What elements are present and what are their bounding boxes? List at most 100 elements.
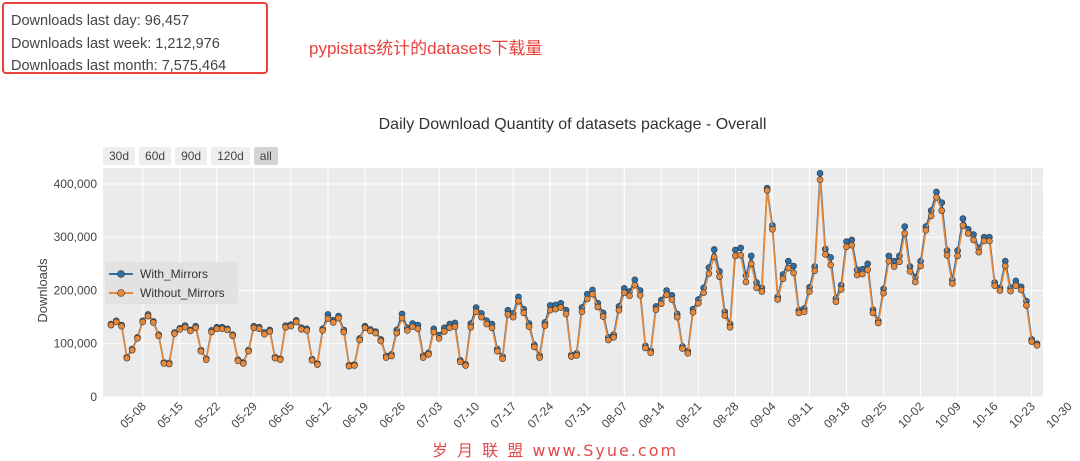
data-point-without_mirrors [747,260,755,268]
data-point-without_mirrors [848,241,856,249]
data-point-without_mirrors [568,353,575,360]
data-point-without_mirrors [658,300,665,308]
data-point-without_mirrors [710,253,718,261]
data-point-without_mirrors [277,356,284,364]
data-point-without_mirrors [938,207,946,214]
data-point-without_mirrors [472,308,480,316]
x-tick-label: 07-17 [488,399,520,431]
data-point-without_mirrors [319,327,326,334]
data-point-without_mirrors [620,289,628,296]
data-point-without_mirrors [853,271,861,279]
x-tick-label: 10-09 [932,399,964,431]
x-tick-label: 09-25 [858,399,890,431]
data-point-without_mirrors [901,230,909,237]
data-point-without_mirrors [1017,286,1025,294]
data-point-with_mirrors [747,252,755,260]
data-point-without_mirrors [303,327,311,334]
data-point-without_mirrors [425,351,432,358]
data-point-without_mirrors [462,362,469,369]
data-point-without_mirrors [324,315,332,323]
data-point-without_mirrors [144,312,152,320]
data-point-without_mirrors [234,357,242,365]
range-90d-button[interactable]: 90d [175,147,208,165]
data-point-without_mirrors [377,337,385,345]
range-all-button[interactable]: all [253,147,278,165]
chart-title: Daily Download Quantity of datasets pack… [378,116,767,133]
data-point-without_mirrors [758,288,766,295]
data-point-without_mirrors [615,306,623,314]
data-point-without_mirrors [790,269,797,277]
data-point-without_mirrors [1007,287,1014,295]
data-point-without_mirrors [573,352,580,359]
data-point-without_mirrors [134,335,141,342]
data-point-without_mirrors [832,298,840,305]
y-tick-label: 100,000 [54,337,98,351]
data-point-without_mirrors [467,323,475,331]
data-point-without_mirrors [292,318,300,326]
x-tick-label: 09-04 [747,399,779,431]
x-tick-label: 10-16 [969,399,1001,431]
data-point-without_mirrors [509,313,517,321]
legend-label: Without_Mirrors [140,286,225,300]
data-point-with_mirrors [901,223,909,230]
data-point-without_mirrors [335,314,342,322]
x-tick-label: 10-23 [1006,399,1038,431]
data-point-without_mirrors [806,288,813,295]
data-point-without_mirrors [647,349,655,357]
x-tick-label: 06-26 [377,399,409,431]
data-point-without_mirrors [541,322,549,329]
data-point-without_mirrors [589,290,596,298]
range-60d-button[interactable]: 60d [139,147,172,165]
data-point-without_mirrors [991,282,998,289]
range-120d-button[interactable]: 120d [211,147,250,165]
data-point-without_mirrors [261,330,268,338]
data-point-without_mirrors [493,347,501,355]
data-point-without_mirrors [684,350,692,357]
data-point-without_mirrors [737,252,744,259]
data-point-without_mirrors [112,318,120,326]
y-tick-label: 400,000 [54,177,98,191]
data-point-without_mirrors [128,346,136,354]
data-point-without_mirrors [626,292,633,300]
annotation-text: pypistats统计的datasets下载量 [309,39,543,58]
data-point-without_mirrors [869,309,877,317]
data-point-without_mirrors [986,237,993,245]
x-tick-label: 09-18 [821,399,853,431]
data-point-without_mirrors [785,264,792,272]
data-point-without_mirrors [187,327,194,335]
range-30d-button[interactable]: 30d [103,147,136,165]
data-point-without_mirrors [885,257,893,265]
data-point-without_mirrors [388,352,395,360]
data-point-without_mirrors [975,248,983,256]
data-point-without_mirrors [250,324,258,332]
data-point-without_mirrors [441,328,448,335]
data-point-with_mirrors [737,244,744,252]
data-point-without_mirrors [822,250,829,258]
x-tick-label: 08-14 [636,399,668,431]
data-point-without_mirrors [282,323,289,331]
data-point-with_mirrors [864,260,871,268]
data-point-without_mirrors [827,261,834,269]
data-point-without_mirrors [673,313,681,321]
data-point-without_mirrors [446,324,453,332]
data-point-without_mirrors [917,262,924,270]
data-point-without_mirrors [769,225,776,233]
data-point-without_mirrors [372,329,379,337]
legend-box [105,262,238,304]
data-point-without_mirrors [520,309,528,317]
data-point-without_mirrors [880,289,887,297]
data-point-without_mirrors [488,324,496,332]
x-tick-label: 05-08 [117,399,149,431]
download-stats-box: Downloads last day: 96,457 Downloads las… [2,2,268,74]
x-tick-label: 05-29 [228,399,260,431]
data-point-without_mirrors [970,236,977,244]
x-tick-label: 08-28 [710,399,742,431]
data-point-without_mirrors [451,323,459,331]
data-point-without_mirrors [763,187,771,194]
data-point-without_mirrors [599,313,607,320]
legend-marker [117,289,125,297]
legend-marker [117,270,125,278]
data-point-without_mirrors [123,354,131,362]
data-point-without_mirrors [435,335,443,342]
